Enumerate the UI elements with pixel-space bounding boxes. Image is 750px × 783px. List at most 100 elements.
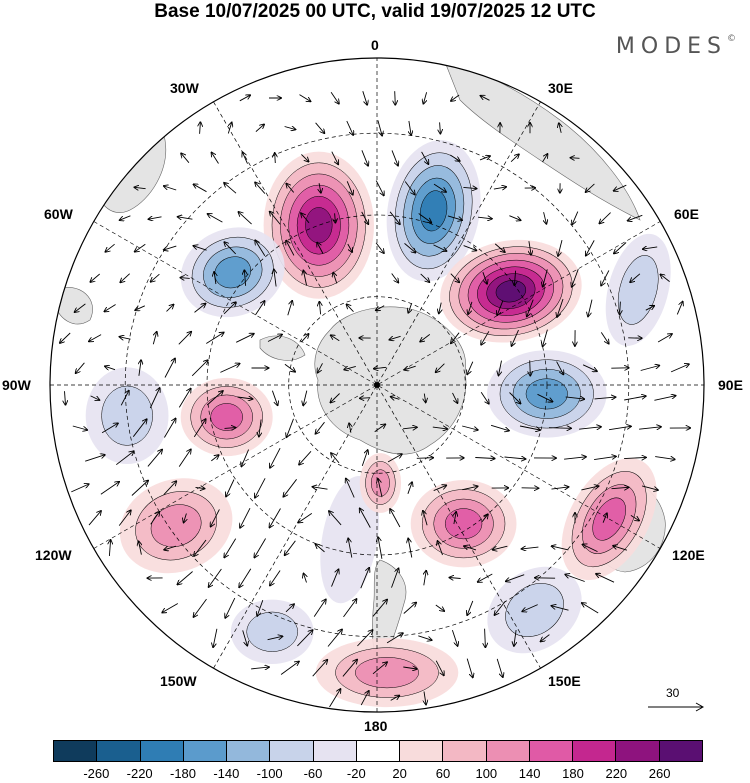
- wind-arrow: [304, 574, 307, 583]
- wind-arrow: [497, 300, 504, 315]
- wind-arrow: [600, 332, 608, 343]
- wind-arrow: [284, 127, 296, 130]
- wind-arrow: [120, 215, 131, 220]
- wind-arrow: [134, 187, 146, 188]
- wind-arrow: [348, 538, 353, 558]
- wind-arrow: [208, 214, 223, 223]
- wind-arrow: [436, 363, 445, 373]
- positive-anomaly: [315, 638, 459, 708]
- colorbar-swatch: [96, 741, 140, 761]
- wind-arrow: [178, 389, 190, 408]
- wind-arrow: [565, 575, 585, 582]
- wind-arrow: [451, 332, 460, 344]
- wind-arrow: [594, 397, 616, 399]
- wind-arrow: [654, 396, 675, 401]
- wind-arrow: [303, 390, 308, 406]
- wind-arrow: [286, 184, 295, 193]
- colorbar-tick-label: 140: [518, 766, 541, 781]
- wind-arrow: [450, 273, 459, 283]
- wind-arrow: [490, 424, 509, 430]
- anomaly-contour: [495, 280, 527, 303]
- wind-arrow: [329, 511, 342, 526]
- wind-arrow: [118, 510, 131, 526]
- wind-arrow: [583, 544, 598, 553]
- wind-arrow: [624, 396, 646, 401]
- wind-arrow: [514, 630, 516, 646]
- colorbar-tick-label: -140: [213, 766, 240, 781]
- lon-label-150e: 150E: [548, 673, 581, 689]
- wind-arrow: [481, 96, 490, 101]
- wind-arrow: [582, 603, 599, 614]
- colorbar-tick-label: -100: [256, 766, 283, 781]
- wind-arrow: [614, 184, 627, 191]
- wind-arrow: [630, 273, 641, 282]
- wind-arrow: [403, 667, 416, 669]
- wind-arrow: [275, 153, 276, 164]
- wind-arrow: [390, 696, 400, 701]
- wind-arrow: [239, 95, 250, 102]
- wind-arrow: [482, 272, 487, 284]
- wind-arrow: [416, 458, 433, 459]
- polar-map: [49, 57, 705, 713]
- wind-arrow: [408, 539, 413, 558]
- wind-arrow: [164, 245, 177, 250]
- wind-arrow: [60, 332, 71, 343]
- map-disk: [50, 58, 704, 712]
- lon-label-120e: 120E: [672, 547, 705, 563]
- wind-arrow: [451, 94, 460, 101]
- landmass: [54, 287, 93, 325]
- lon-label-60w: 60W: [44, 206, 73, 222]
- wind-arrow: [343, 599, 357, 618]
- wind-arrow: [194, 304, 206, 313]
- wind-arrow: [139, 360, 141, 376]
- anomaly-contour: [305, 207, 333, 244]
- wind-arrow: [109, 540, 110, 557]
- wind-arrow: [407, 482, 412, 494]
- colorbar-swatch: [528, 741, 573, 761]
- wind-arrow: [424, 691, 426, 705]
- wind-arrow: [166, 305, 174, 312]
- wind-arrow: [209, 568, 222, 587]
- lon-label-30w: 30W: [170, 80, 199, 96]
- wind-arrow: [224, 538, 237, 558]
- wind-arrow: [361, 211, 369, 224]
- positive-anomaly: [180, 377, 273, 457]
- wind-arrow: [530, 360, 531, 375]
- wind-arrow: [100, 482, 119, 495]
- wind-arrow: [287, 418, 294, 437]
- wind-arrow: [557, 298, 564, 317]
- wind-arrow: [450, 154, 459, 161]
- wind-arrow: [274, 270, 276, 287]
- negative-anomaly: [180, 227, 285, 318]
- wind-arrow: [200, 122, 201, 134]
- wind-arrow: [178, 217, 193, 219]
- wind-arrow: [251, 667, 269, 669]
- wind-arrow: [360, 568, 369, 589]
- wind-arrow: [193, 246, 207, 251]
- wind-arrow: [76, 362, 85, 373]
- wind-arrow: [244, 270, 245, 286]
- wind-arrow: [224, 242, 237, 255]
- lon-label-90w: 90W: [2, 377, 31, 393]
- wind-arrow: [139, 541, 142, 555]
- anomaly-contour: [355, 657, 419, 689]
- colorbar-tick-label: 20: [392, 766, 407, 781]
- wind-arrow: [120, 273, 131, 283]
- anomaly-contour: [617, 255, 659, 325]
- wind-arrow: [403, 603, 416, 614]
- wind-arrow: [386, 633, 403, 644]
- wind-arrow: [164, 359, 175, 378]
- wind-arrow: [194, 598, 207, 617]
- wind-arrow: [408, 303, 411, 313]
- wind-arrow: [162, 603, 179, 613]
- chart-title: Base 10/07/2025 00 UTC, valid 19/07/2025…: [154, 1, 596, 22]
- wind-arrow: [191, 360, 208, 377]
- wind-arrow: [378, 479, 383, 498]
- wind-arrow: [391, 397, 400, 400]
- wind-arrow: [206, 333, 223, 344]
- wind-arrow: [499, 360, 502, 376]
- wind-arrow: [259, 419, 261, 437]
- wind-arrow: [224, 183, 237, 194]
- wind-arrow: [349, 423, 351, 433]
- wind-arrow: [318, 363, 323, 372]
